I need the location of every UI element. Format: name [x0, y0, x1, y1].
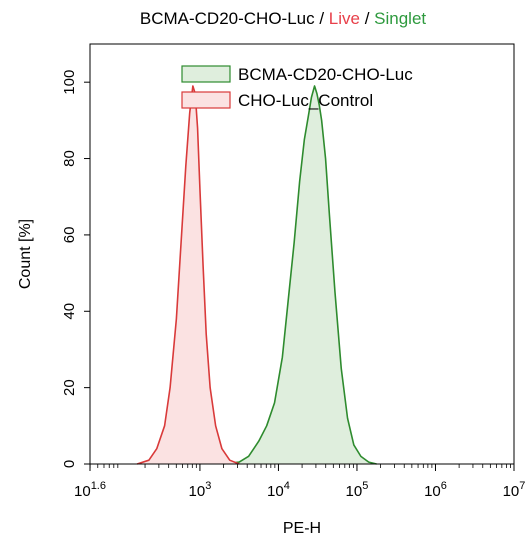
x-axis: 101.6 103 104 105 106 107	[74, 464, 525, 500]
chart-title-part: /	[315, 9, 329, 28]
legend-swatch	[181, 91, 231, 109]
series-fill	[223, 86, 377, 464]
series-layer	[136, 85, 377, 465]
chart-title-part: /	[360, 9, 374, 28]
chart-title: BCMA-CD20-CHO-Luc / Live / Singlet	[140, 9, 427, 28]
y-axis-label: Count [%]	[17, 219, 34, 289]
y-tick-label: 100	[61, 70, 78, 95]
x-tick-label: 107	[503, 480, 526, 500]
y-tick-label: 60	[61, 227, 78, 244]
y-tick-label: 40	[61, 303, 78, 320]
y-tick-label: 80	[61, 150, 78, 167]
legend-label: BCMA-CD20-CHO-Luc	[238, 65, 413, 84]
chart-title-part: Singlet	[374, 9, 426, 28]
y-tick-label: 20	[61, 379, 78, 396]
legend: BCMA-CD20-CHO-Luc CHO-Luc_Control	[181, 65, 413, 110]
chart-title-part: Live	[329, 9, 360, 28]
legend-swatch	[181, 65, 231, 83]
legend-label: CHO-Luc_Control	[238, 91, 373, 110]
chart-title-part: BCMA-CD20-CHO-Luc	[140, 9, 315, 28]
x-tick-label: 105	[346, 480, 369, 500]
x-tick-label: 106	[424, 480, 447, 500]
x-axis-label: PE-H	[283, 520, 321, 537]
series-fill	[137, 86, 240, 464]
series-line	[223, 85, 377, 465]
x-tick-label: 103	[189, 480, 212, 500]
x-minor-ticks	[89, 464, 511, 468]
x-tick-label: 104	[267, 480, 290, 500]
y-axis: 0 20 40 60 80 100	[61, 70, 90, 468]
series-line	[136, 85, 240, 465]
y-tick-label: 0	[61, 460, 78, 468]
x-tick-label: 101.6	[74, 480, 106, 500]
